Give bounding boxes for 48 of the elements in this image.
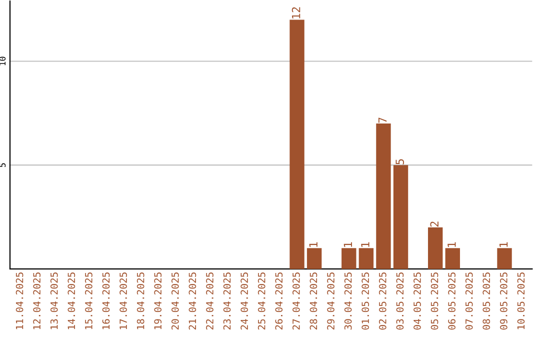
x-tick-label: 21.04.2025	[188, 272, 196, 330]
x-tick-label: 26.04.2025	[275, 272, 283, 330]
data-label: 1	[344, 242, 352, 247]
x-tick-label: 25.04.2025	[258, 272, 266, 330]
bar	[445, 248, 460, 269]
data-label: 12	[292, 7, 300, 18]
x-tick-label: 05.05.2025	[430, 272, 438, 330]
x-tick-label: 03.05.2025	[396, 272, 404, 330]
x-tick-label: 11.04.2025	[16, 272, 24, 330]
x-tick-label: 22.04.2025	[206, 272, 214, 330]
x-tick-label: 06.05.2025	[448, 272, 456, 330]
x-tick-label: 27.04.2025	[292, 272, 300, 330]
x-tick-label: 24.04.2025	[240, 272, 248, 330]
bar	[428, 227, 443, 269]
x-tick-label: 01.05.2025	[362, 272, 370, 330]
x-tick-label: 19.04.2025	[154, 272, 162, 330]
x-tick-label: 04.05.2025	[414, 272, 421, 330]
x-tick-label: 15.04.2025	[85, 272, 92, 330]
bar	[342, 248, 356, 269]
bar	[393, 165, 408, 269]
bar	[290, 20, 304, 269]
x-tick-label: 14.04.2025	[68, 272, 76, 330]
x-tick-label: 07.05.2025	[465, 272, 473, 330]
data-label: 7	[378, 118, 387, 123]
bar	[306, 248, 322, 269]
x-tick-label: 08.05.2025	[482, 272, 490, 330]
data-label: 1	[309, 242, 318, 247]
x-tick-label: 09.05.2025	[500, 272, 508, 330]
x-tick-label: 28.04.2025	[310, 272, 318, 330]
data-label: 1	[500, 242, 508, 247]
bar	[358, 248, 374, 269]
bar	[376, 124, 391, 269]
x-tick-label: 30.04.2025	[344, 272, 352, 330]
data-label: 5	[396, 159, 404, 164]
data-label: 2	[430, 222, 438, 227]
x-tick-label: 17.04.2025	[120, 272, 127, 330]
x-tick-label: 20.04.2025	[171, 272, 179, 330]
bar	[497, 248, 512, 269]
x-tick-label: 12.04.2025	[33, 272, 40, 330]
x-tick-label: 29.04.2025	[327, 272, 334, 330]
x-tick-label: 02.05.2025	[378, 272, 386, 330]
x-tick-label: 13.04.2025	[50, 272, 58, 330]
x-tick-label: 10.05.2025	[517, 272, 525, 330]
x-tick-label: 16.04.2025	[102, 272, 110, 330]
x-tick-label: 18.04.2025	[136, 272, 144, 330]
data-label: 1	[448, 242, 456, 247]
x-tick-label: 23.04.2025	[223, 272, 231, 330]
data-label: 1	[361, 242, 370, 247]
